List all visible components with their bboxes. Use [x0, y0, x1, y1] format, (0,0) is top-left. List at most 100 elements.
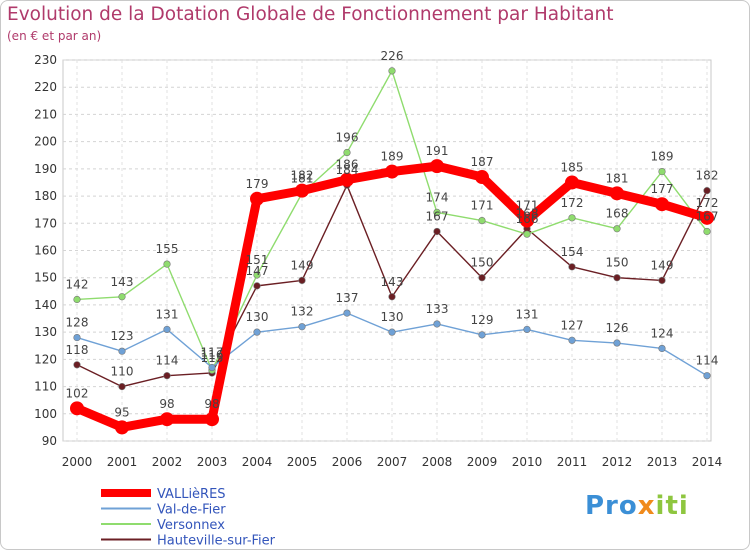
x-tick-label: 2008 [422, 455, 453, 469]
x-tick-label: 2004 [242, 455, 273, 469]
data-label: 127 [561, 318, 584, 332]
data-point [385, 164, 399, 179]
x-tick-label: 2007 [377, 455, 408, 469]
data-label: 95 [114, 405, 129, 419]
data-point [613, 339, 621, 347]
y-tick-label: 160 [34, 244, 57, 258]
data-label: 168 [606, 207, 629, 221]
data-label: 115 [201, 351, 224, 365]
data-point [478, 274, 486, 282]
data-label: 102 [66, 386, 89, 400]
data-label: 182 [291, 169, 314, 183]
data-label: 184 [336, 163, 359, 177]
x-tick-label: 2013 [647, 455, 678, 469]
data-point [118, 293, 126, 301]
data-point [388, 328, 396, 336]
data-label: 150 [606, 256, 629, 270]
data-label: 130 [246, 310, 269, 324]
y-tick-label: 130 [34, 325, 57, 339]
data-label: 155 [156, 242, 179, 256]
data-point [658, 167, 666, 176]
y-tick-label: 150 [34, 271, 57, 285]
data-point [568, 263, 576, 271]
data-label: 150 [471, 256, 494, 270]
data-label: 182 [696, 169, 719, 183]
data-label: 117 [201, 346, 224, 360]
y-tick-label: 120 [34, 352, 57, 366]
data-label: 118 [66, 343, 89, 357]
data-point [613, 274, 621, 282]
data-label: 189 [381, 150, 404, 164]
data-label: 149 [291, 258, 314, 272]
data-label: 196 [336, 131, 359, 145]
data-point [703, 227, 711, 236]
y-tick-label: 100 [34, 407, 57, 421]
y-tick-label: 170 [34, 216, 57, 230]
data-point [433, 208, 441, 216]
data-label: 116 [201, 348, 224, 362]
data-label: 168 [516, 207, 539, 221]
x-tick-label: 2000 [62, 455, 93, 469]
data-point [205, 412, 219, 427]
data-label: 98 [159, 397, 174, 411]
data-point [73, 361, 81, 369]
data-point [253, 271, 261, 279]
y-tick-label: 200 [34, 135, 57, 149]
y-tick-label: 90 [42, 434, 57, 448]
data-label: 123 [111, 329, 134, 343]
data-label: 191 [426, 144, 449, 158]
data-label: 179 [246, 177, 269, 191]
x-tick-label: 2005 [287, 455, 318, 469]
data-point [433, 320, 441, 328]
data-point [520, 213, 534, 228]
data-point [295, 183, 309, 198]
data-point [478, 331, 486, 339]
data-point [658, 344, 666, 353]
data-point [298, 323, 306, 331]
data-label: 154 [561, 245, 584, 259]
data-point [703, 372, 711, 380]
data-label: 132 [291, 305, 314, 319]
y-tick-label: 220 [34, 80, 57, 94]
data-point [340, 172, 354, 187]
data-point [343, 148, 351, 157]
y-tick-label: 230 [34, 53, 57, 67]
data-label: 131 [156, 307, 179, 321]
data-label: 110 [111, 365, 134, 379]
data-point [703, 187, 711, 195]
data-point [298, 276, 306, 285]
legend-label: Hauteville-sur-Fier [157, 534, 276, 549]
data-point [655, 197, 669, 212]
legend-label: Versonnex [157, 518, 225, 533]
data-point [430, 159, 444, 174]
data-point [115, 420, 129, 435]
x-tick-label: 2009 [467, 455, 498, 469]
data-label: 171 [471, 199, 494, 213]
x-tick-label: 2006 [332, 455, 363, 469]
data-point [253, 328, 261, 336]
x-tick-label: 2001 [107, 455, 138, 469]
y-tick-label: 140 [34, 298, 57, 312]
data-label: 137 [336, 291, 359, 305]
x-tick-label: 2010 [512, 455, 543, 469]
data-point [343, 309, 351, 317]
data-label: 114 [156, 354, 179, 368]
legend-label: Val-de-Fier [157, 503, 226, 518]
data-point [433, 227, 441, 236]
data-label: 143 [111, 275, 134, 289]
data-label: 189 [651, 150, 674, 164]
x-tick-label: 2014 [692, 455, 723, 469]
x-tick-label: 2003 [197, 455, 228, 469]
chart-subtitle: (en € et par an) [7, 29, 102, 43]
data-point [73, 333, 81, 342]
data-point [118, 382, 126, 391]
data-point [118, 347, 126, 355]
y-tick-label: 210 [34, 107, 57, 121]
data-point [70, 401, 84, 416]
data-label: 172 [561, 196, 584, 210]
data-point [388, 67, 396, 75]
data-label: 142 [66, 277, 89, 291]
y-tick-label: 190 [34, 162, 57, 176]
data-point [250, 191, 264, 206]
